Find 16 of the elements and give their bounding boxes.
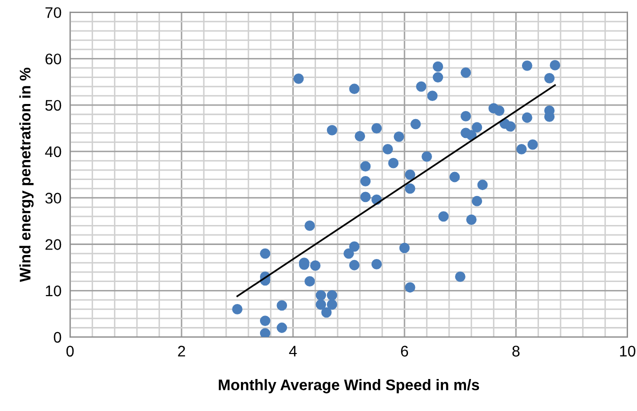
x-axis-title: Monthly Average Wind Speed in m/s [218,379,480,394]
y-tick-label: 20 [46,239,62,250]
y-tick-label: 70 [46,7,62,18]
x-tick-label: 8 [512,346,520,357]
y-tick-label: 50 [45,100,62,111]
y-tick-label: 30 [45,192,62,204]
y-tick-label: 60 [46,54,62,64]
y-axis-title: Wind energy penetration in % [19,68,34,282]
x-tick-label: 0 [66,346,74,357]
x-tick-label: 4 [289,346,297,356]
x-tick-label: 6 [401,346,408,357]
y-tick-label: 40 [45,146,62,158]
y-tick-label: 10 [46,286,62,296]
y-tick-label: 0 [54,332,62,343]
x-tick-label: 2 [178,346,186,356]
x-tick-label: 10 [620,346,636,357]
